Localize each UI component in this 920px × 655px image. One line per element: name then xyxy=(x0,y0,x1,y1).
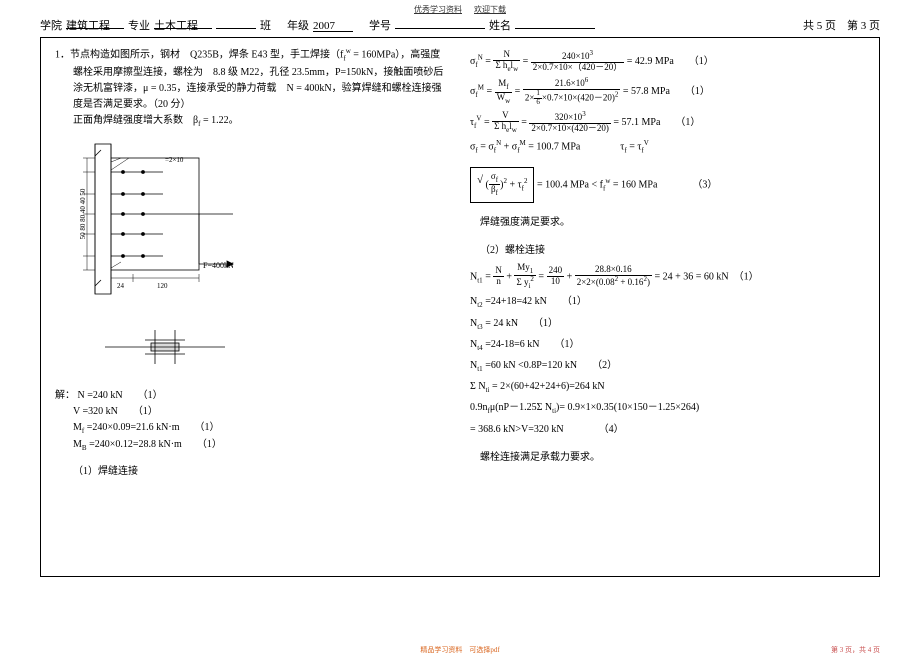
footer-center: 精品学习资料 可选择pdf xyxy=(420,645,499,655)
problem-line-5: 正面角焊缝强度增大系数 βf = 1.22。 xyxy=(55,113,450,130)
footer-right: 第 3 页，共 4 页 xyxy=(831,645,880,655)
label-sid: 学号 xyxy=(369,17,391,33)
top-header-left: 优秀学习资料 xyxy=(414,5,462,14)
section-2-title: （2）螺栓连接 xyxy=(480,243,865,259)
problem-line-2: 螺栓采用摩擦型连接，螺栓为 8.8 级 M22，孔径 23.5mm，P=150k… xyxy=(55,65,450,81)
structure-diagram: 50 80 80 40 40 50 =2×10 F=400kN 24 120 xyxy=(73,136,283,306)
eq-nt2: Nt2 =24+18=42 kN （1） xyxy=(470,294,865,311)
solution-label: 解： xyxy=(55,390,75,401)
header-row: 学院 建筑工程 专业 土木工程 班 年级 2007 学号 姓名 共 5 页 第 … xyxy=(0,15,920,37)
eq-nt3: Nt3 = 24 kN （1） xyxy=(470,316,865,333)
eq-sigma-m: σfM = MfWw = 21.6×106 2×16×0.7×10×(420－2… xyxy=(470,77,865,106)
val-college: 建筑工程 xyxy=(66,17,124,29)
sol-m2: MB =240×0.12=28.8 kN·m （1） xyxy=(55,437,450,454)
eq-friction: 0.9nfμ(nP－1.25Σ Nti)= 0.9×1×0.35(10×150－… xyxy=(470,400,865,417)
problem-line-1: 1．节点构造如图所示，钢材 Q235B，焊条 E43 型，手工焊接（ffw = … xyxy=(55,46,450,65)
sol-v: V =320 kN （1） xyxy=(55,404,450,420)
eq-sigma-sum: σf = σfN + σfM = 100.7 MPa τf = τfV xyxy=(470,138,865,157)
blank-class xyxy=(216,17,256,29)
label-major: 专业 xyxy=(128,17,150,33)
blank-sid xyxy=(395,17,485,29)
left-column: 1．节点构造如图所示，钢材 Q235B，焊条 E43 型，手工焊接（ffw = … xyxy=(55,46,450,568)
svg-text:24: 24 xyxy=(117,282,125,290)
eq-sum-nti: Σ Nti = 2×(60+42+24+6)=264 kN xyxy=(470,379,865,396)
problem-line-3: 涂无机富锌漆，μ = 0.35，连接承受的静力荷载 N = 400kN，验算焊缝… xyxy=(55,81,450,97)
conclusion-bolt: 螺栓连接满足承载力要求。 xyxy=(480,450,865,466)
top-small-header: 优秀学习资料 欢迎下载 xyxy=(0,0,920,15)
solution-block: 解： N =240 kN （1） xyxy=(55,388,450,404)
eq-sqrt-check: √ (σfβf)2 + τf2 = 100.4 MPa < ffw = 160 … xyxy=(470,167,865,203)
top-header-right: 欢迎下载 xyxy=(474,5,506,14)
val-grade: 2007 xyxy=(313,20,353,32)
dim-vertical: 50 80 80 40 40 50 xyxy=(79,188,87,239)
problem-line-4: 度是否满足要求。（20 分） xyxy=(55,97,450,113)
conclusion-weld: 焊缝强度满足要求。 xyxy=(480,215,865,231)
eq-sigma-n: σfN = NΣ helw = 240×1032×0.7×10×（420－20）… xyxy=(470,50,865,73)
label-college: 学院 xyxy=(40,17,62,33)
sol-m1: Mf =240×0.09=21.6 kN·m （1） xyxy=(55,420,450,437)
eq-nt1: Nt1 = Nn + My1Σ yi2 = 24010 + 28.8×0.162… xyxy=(470,263,865,291)
eq-nt1-check: Nt1 =60 kN <0.8P=120 kN （2） xyxy=(470,358,865,375)
page-indicator: 共 5 页 第 3 页 xyxy=(803,17,880,33)
section-1-title: （1）焊缝连接 xyxy=(55,464,450,480)
svg-text:=2×10: =2×10 xyxy=(165,156,184,164)
svg-text:F=400kN: F=400kN xyxy=(203,261,234,270)
eq-nt4: Nt4 =24-18=6 kN （1） xyxy=(470,337,865,354)
right-column: σfN = NΣ helw = 240×1032×0.7×10×（420－20）… xyxy=(470,46,865,568)
sol-n: N =240 kN （1） xyxy=(78,390,163,401)
section-diagram xyxy=(95,322,235,372)
blank-name xyxy=(515,17,595,29)
eq-tau-v: τfV = VΣ helw = 320×1032×0.7×10×(420－20)… xyxy=(470,111,865,134)
label-grade: 年级 xyxy=(287,17,309,33)
eq-result: = 368.6 kN>V=320 kN （4） xyxy=(470,422,865,438)
svg-text:120: 120 xyxy=(157,282,168,290)
val-major: 土木工程 xyxy=(154,17,212,29)
label-name: 姓名 xyxy=(489,17,511,33)
label-class: 班 xyxy=(260,17,271,33)
content-box: 1．节点构造如图所示，钢材 Q235B，焊条 E43 型，手工焊接（ffw = … xyxy=(40,37,880,577)
